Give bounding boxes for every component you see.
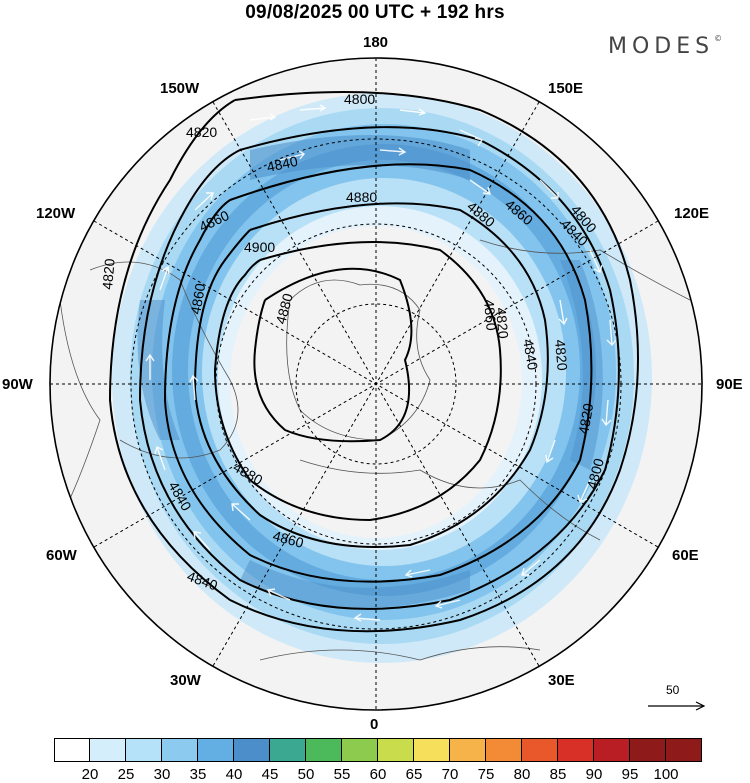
contour-label: 4840	[265, 153, 299, 175]
wind-vectors	[145, 104, 617, 622]
colorbar-cell	[198, 738, 234, 762]
lon-label-0: 0	[370, 716, 379, 733]
colorbar-tick-label: 65	[405, 766, 423, 783]
colorbar-cell	[594, 738, 630, 762]
contour-label: 4860	[271, 527, 305, 551]
colorbar-cell	[666, 738, 702, 762]
copyright-mark: ©	[714, 34, 723, 43]
colorbar-tick-label: 20	[81, 766, 99, 783]
lon-label-120w: 120W	[36, 205, 76, 222]
colorbar-cell	[630, 738, 666, 762]
colorbar-tick-label: 45	[261, 766, 279, 783]
colorbar-ticks: 20 25 30 35 40 45 50 55 60 65 70 75 80 85 90 95 100	[0, 766, 750, 783]
colorbar-cell	[126, 738, 162, 762]
colorbar-cell	[486, 738, 522, 762]
colorbar-cell	[342, 738, 378, 762]
chart-title: 09/08/2025 00 UTC + 192 hrs	[245, 2, 505, 23]
lon-label-150w: 150W	[160, 80, 200, 97]
colorbar-cell	[90, 738, 126, 762]
colorbar-cell	[162, 738, 198, 762]
polar-map: 4800 4820 4840 4860 4880 4900 4880 4860 …	[49, 57, 703, 711]
contour-label: 4900	[244, 239, 275, 255]
contour-label: 4820	[99, 258, 118, 291]
lon-label-150e: 150E	[548, 80, 584, 97]
colorbar-cell	[54, 738, 90, 762]
height-contours	[108, 91, 639, 633]
colorbar-tick-label: 80	[513, 766, 531, 783]
contour-label: 4820	[552, 339, 571, 372]
colorbar-cell	[414, 738, 450, 762]
lon-label-60e: 60E	[672, 547, 699, 564]
colorbar-cell	[306, 738, 342, 762]
colorbar-cell	[558, 738, 594, 762]
contour-label: 4820	[575, 402, 596, 436]
colorbar-tick-label: 35	[189, 766, 207, 783]
colorbar	[54, 738, 702, 762]
colorbar-tick-label: 40	[225, 766, 243, 783]
colorbar-tick-label: 30	[153, 766, 171, 783]
colorbar-tick-label: 55	[333, 766, 351, 783]
lon-label-90w: 90W	[2, 376, 33, 393]
colorbar-cell	[522, 738, 558, 762]
colorbar-cell	[450, 738, 486, 762]
colorbar-tick-label: 100	[653, 766, 679, 783]
contour-label: 4820	[493, 307, 512, 340]
colorbar-tick-label: 25	[117, 766, 135, 783]
contour-label: 4880	[272, 291, 296, 325]
brand-name: MODES	[608, 34, 715, 59]
lon-label-30e: 30E	[548, 672, 575, 689]
lon-label-30w: 30W	[170, 672, 201, 689]
colorbar-tick-label: 50	[297, 766, 315, 783]
colorbar-cell	[270, 738, 306, 762]
colorbar-tick-label: 75	[477, 766, 495, 783]
colorbar-tick-label: 95	[621, 766, 639, 783]
lon-label-90e: 90E	[716, 376, 743, 393]
reference-vector-label: 50	[666, 683, 680, 697]
modes-logo: MODES©	[608, 34, 722, 59]
map-boundary	[49, 57, 703, 711]
lon-label-120e: 120E	[674, 205, 710, 222]
contour-label: 4880	[346, 189, 377, 205]
colorbar-cell	[234, 738, 270, 762]
colorbar-tick-label: 70	[441, 766, 459, 783]
colorbar-tick-label: 85	[549, 766, 567, 783]
reference-vector-arrow	[648, 701, 706, 711]
contour-label: 4800	[344, 91, 375, 107]
contour-label: 4800	[583, 456, 607, 490]
contour-label: 4820	[186, 124, 217, 140]
graticule	[50, 58, 702, 710]
contour-label: 4840	[520, 338, 541, 372]
colorbar-tick-label: 90	[585, 766, 603, 783]
contour-label: 4860	[481, 299, 500, 332]
coastlines	[59, 239, 691, 661]
colorbar-tick-label: 60	[369, 766, 387, 783]
colorbar-cell	[378, 738, 414, 762]
lon-label-180: 180	[363, 34, 389, 51]
lon-label-60w: 60W	[46, 547, 77, 564]
contour-label: 4860	[187, 282, 208, 316]
